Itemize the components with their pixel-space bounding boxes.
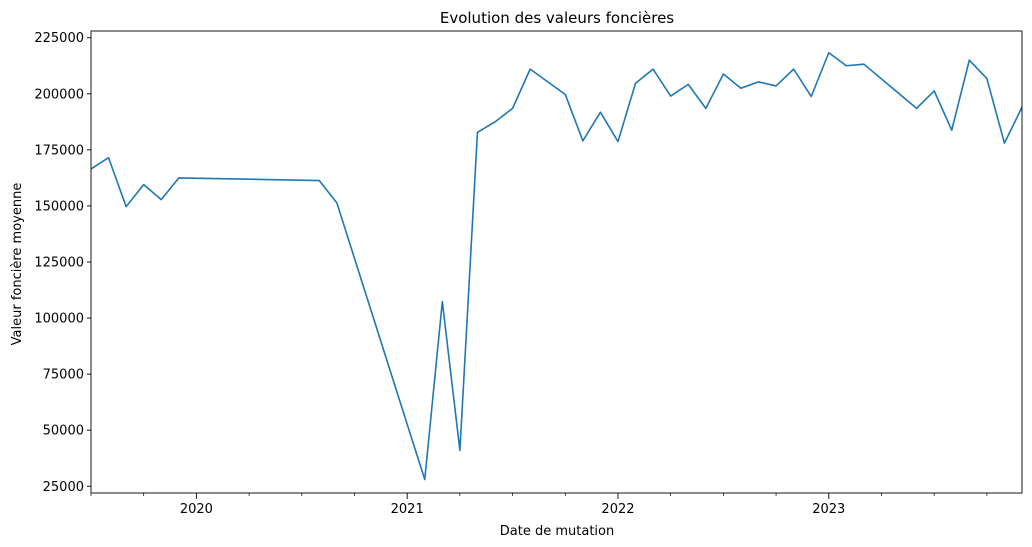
- x-tick-label-2021: 2021: [391, 502, 424, 517]
- y-tick-label-150000: 150000: [34, 199, 84, 214]
- plot-frame: [90, 30, 1023, 494]
- y-tick-label-50000: 50000: [43, 424, 84, 439]
- plot-area: 25000 50000 75000 100000 125000 150000 175000 2…: [34, 30, 1023, 517]
- x-tick-label-2023: 2023: [812, 502, 845, 517]
- y-tick-label-200000: 200000: [34, 87, 84, 102]
- y-tick-label-25000: 25000: [43, 480, 84, 495]
- y-tick-label-75000: 75000: [43, 368, 84, 383]
- y-tick-label-225000: 225000: [34, 31, 84, 46]
- x-tick-label-2022: 2022: [601, 502, 634, 517]
- y-axis-label: Valeur foncière moyenne: [10, 183, 25, 346]
- chart-title: Evolution des valeurs foncières: [440, 9, 674, 27]
- x-axis-label: Date de mutation: [500, 524, 614, 539]
- series-line-0: [90, 51, 1023, 481]
- y-tick-label-100000: 100000: [34, 312, 84, 327]
- x-tick-label-2020: 2020: [180, 502, 213, 517]
- y-tick-label-125000: 125000: [34, 256, 84, 271]
- y-tick-label-175000: 175000: [34, 143, 84, 158]
